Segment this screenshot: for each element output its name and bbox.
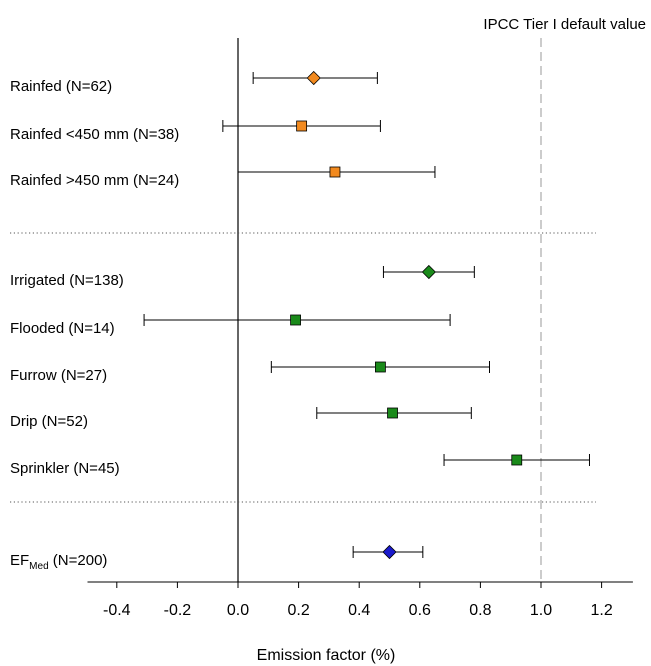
point-estimate-square <box>329 166 341 178</box>
row-label: Drip (N=52) <box>10 413 88 430</box>
row-label: Flooded (N=14) <box>10 320 115 337</box>
point-estimate-square <box>375 361 386 373</box>
row-label: EFMed (N=200) <box>10 552 107 572</box>
x-tick-label: 0.4 <box>348 602 370 619</box>
chart-structure <box>10 38 633 588</box>
point-estimate-diamond <box>421 264 436 280</box>
row-label: Sprinkler (N=45) <box>10 460 120 477</box>
x-tick-label: 0.2 <box>287 602 309 619</box>
row-label: Furrow (N=27) <box>10 367 107 384</box>
x-tick-label: 0.0 <box>227 602 249 619</box>
point-estimate-square <box>296 120 308 132</box>
chart-marks <box>143 70 590 560</box>
x-axis-title: Emission factor (%) <box>257 647 396 664</box>
row-label-main: EF <box>10 552 29 569</box>
row-label: Irrigated (N=138) <box>10 272 124 289</box>
x-tick-label: -0.2 <box>164 602 192 619</box>
point-estimate-diamond <box>306 70 321 86</box>
row-label: Rainfed >450 mm (N=24) <box>10 172 179 189</box>
row-label-subscript: Med <box>29 561 48 572</box>
row-label: Rainfed <450 mm (N=38) <box>10 126 179 143</box>
point-estimate-square <box>290 314 301 326</box>
x-tick-label: 0.8 <box>469 602 491 619</box>
x-tick-label: 1.0 <box>530 602 552 619</box>
x-tick-label: 1.2 <box>590 602 612 619</box>
chart-labels: -0.4 -0.2 0.0 0.2 0.4 0.6 0.8 1.0 1.2 Emission fa… <box>10 16 646 664</box>
x-tick-label: 0.6 <box>409 602 431 619</box>
reference-line-label: IPCC Tier I default value <box>483 16 646 33</box>
point-estimate-square <box>511 454 523 466</box>
point-estimate-diamond <box>382 544 397 560</box>
point-estimate-square <box>387 407 398 419</box>
row-label-rest: (N=200) <box>49 552 108 569</box>
x-tick-label: -0.4 <box>103 602 131 619</box>
row-label: Rainfed (N=62) <box>10 78 112 95</box>
